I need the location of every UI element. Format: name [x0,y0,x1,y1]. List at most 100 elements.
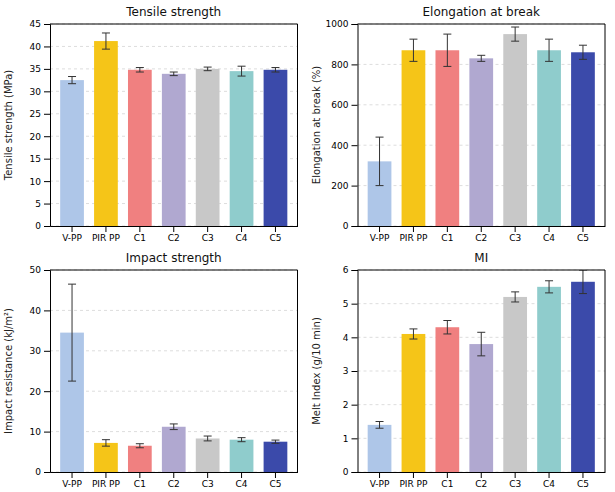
bar [469,58,493,226]
tick-mark [44,226,50,227]
tick-label: 400 [331,141,348,151]
tick-mark [44,472,50,473]
tick: C2 [475,226,487,243]
tick-label: 5 [35,199,41,209]
tick-label: 15 [30,154,41,164]
grid [50,24,298,226]
tick-label: 30 [30,346,42,356]
frame [297,24,298,226]
tick-label: 25 [30,109,41,119]
tick: 200 [331,181,357,191]
tick: C1 [441,472,453,489]
frame [358,24,606,25]
tick-mark [44,204,50,205]
grid-line [358,24,606,25]
tick-label: PIR PP [92,479,121,489]
error-bar [376,422,384,429]
tick: 800 [331,60,357,70]
tick: C3 [509,226,521,243]
tick-mark [44,391,50,392]
bar [435,327,459,472]
bar [94,443,118,472]
y-axis: 02004006008001000 [326,19,358,231]
tick-label: 1 [343,434,349,444]
error-bar [170,424,178,430]
error-bar [204,436,212,441]
title: Tensile strength [125,5,221,19]
grid-line [358,270,606,271]
tick: 6 [343,265,358,275]
tick: 400 [331,141,357,151]
error-bar [579,45,587,59]
error-bar [102,33,110,49]
y-axis: 0123456 [343,265,358,477]
tick: PIR PP [399,472,428,489]
tick-label: V-PP [370,233,390,243]
error-bar [271,440,279,443]
tick-mark [549,472,550,478]
bar [230,71,254,226]
tick-mark [582,226,583,232]
tick-mark [352,145,358,146]
tick: 5 [343,299,358,309]
error-bar [136,444,144,448]
tick-label: C1 [441,233,453,243]
tick-label: C3 [202,479,214,489]
tick-label: 50 [30,265,42,275]
tick-label: C5 [577,233,589,243]
error-bar [511,27,519,41]
bar [264,442,288,472]
tick-label: C5 [577,479,589,489]
tick: C1 [441,226,453,243]
tick-mark [352,105,358,106]
bar [402,50,426,226]
tick-mark [413,472,414,478]
tick-label: 20 [30,132,42,142]
tick: 20 [30,132,50,142]
bar [128,70,152,226]
tick-label: C2 [168,479,180,489]
tick-mark [207,472,208,478]
tick: C4 [236,226,248,243]
grid-line [50,391,298,392]
tick: 10 [30,176,50,186]
tick-label: C4 [543,479,555,489]
title: Impact strength [126,251,222,265]
tick-mark [44,114,50,115]
tick-mark [44,69,50,70]
tick-label: C2 [475,233,487,243]
tick-mark [105,472,106,478]
tick-label: C4 [236,479,248,489]
bar [402,334,426,472]
tick-mark [413,226,414,232]
tick: 40 [30,306,50,316]
tick: 5 [35,199,50,209]
bar [128,446,152,472]
tick-mark [379,226,380,232]
tick: PIR PP [92,472,121,489]
tick-mark [481,226,482,232]
error-bar [68,77,76,84]
error-bar [409,329,417,339]
y-axis: 051015202530354045 [30,19,51,231]
marks [368,27,595,226]
tick-mark [352,304,358,305]
tick-mark [44,136,50,137]
tick-mark [207,226,208,232]
frame [605,270,606,472]
axis-line [44,25,51,227]
tick-mark [352,438,358,439]
tick-mark [173,472,174,478]
bar [571,282,595,472]
tick-label: V-PP [62,479,82,489]
tick-label: 1000 [326,19,349,29]
tick-mark [44,270,50,271]
tick-mark [44,46,50,47]
tick: C2 [475,472,487,489]
tick: V-PP [62,472,82,489]
bar [469,344,493,472]
panel: 051015202530354045V-PPPIR PPC1C2C3C4C5Te… [3,5,298,243]
grid [50,270,298,472]
x-axis: V-PPPIR PPC1C2C3C4C5 [358,226,606,243]
bar [196,438,220,472]
